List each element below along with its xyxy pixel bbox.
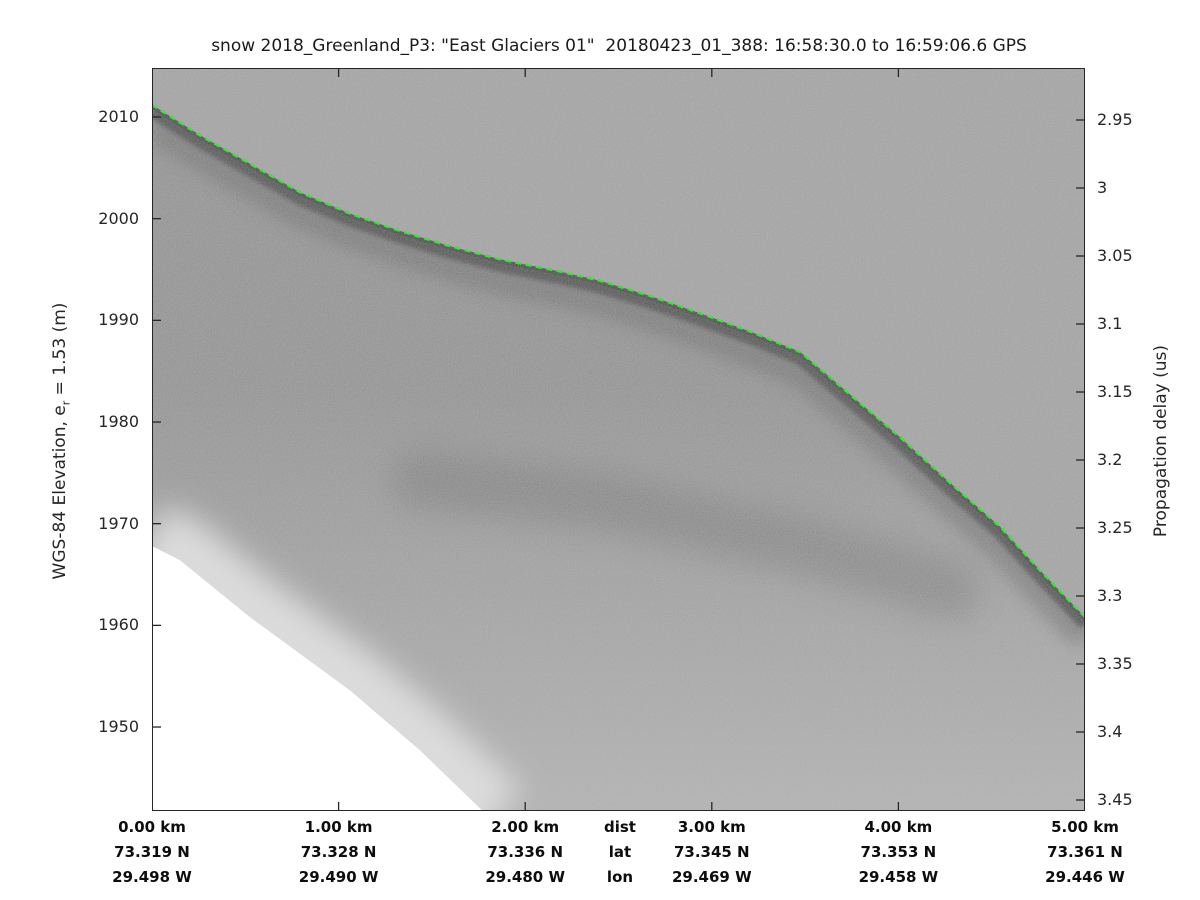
y-tick-label-delay: 3.05 [1097, 246, 1133, 265]
geo-row-headers-dist: dist [604, 818, 636, 836]
y-tick-label-delay: 3.2 [1097, 450, 1123, 469]
geo-row-headers: dist lat lon [555, 815, 685, 890]
geo-column-1: 1.00 km 73.328 N 29.490 W [274, 815, 404, 890]
y-tick-label-delay: 3.1 [1097, 314, 1123, 333]
geo-column-2: 2.00 km 73.336 N 29.480 W [460, 815, 590, 890]
geo-column-0: 0.00 km 73.319 N 29.498 W [87, 815, 217, 890]
y-tick-label-elevation: 1980 [98, 412, 139, 431]
left-axis-label: WGS-84 Elevation, er = 1.53 (m) [47, 141, 73, 741]
y-tick-label-delay: 3.35 [1097, 654, 1133, 673]
echogram-image [152, 68, 1085, 811]
geo-column-0-lon: 29.498 W [112, 868, 192, 886]
plot-title: snow 2018_Greenland_P3: "East Glaciers 0… [211, 36, 1027, 56]
geo-column-4-dist: 4.00 km [864, 818, 933, 836]
y-tick-label-elevation: 2000 [98, 208, 139, 228]
geo-column-3-lon: 29.469 W [671, 868, 752, 886]
right-axis-label: Propagation delay (us) [1151, 344, 1171, 538]
geo-column-2-lat: 73.336 N [487, 843, 564, 861]
geo-column-3: 3.00 km 73.345 N 29.469 W [647, 815, 777, 890]
geo-row-headers-lat: lat [608, 843, 632, 861]
geo-column-5-dist: 5.00 km [1051, 818, 1119, 836]
no-data-region [152, 546, 483, 811]
y-tick-label-elevation: 1960 [98, 615, 139, 635]
geo-column-2-lon: 29.480 W [485, 868, 566, 886]
geo-column-5-lon: 29.446 W [1045, 868, 1125, 886]
geo-column-4-lat: 73.353 N [860, 843, 937, 861]
geo-column-4-lon: 29.458 W [858, 868, 939, 886]
geo-column-2-dist: 2.00 km [491, 818, 560, 836]
y-tick-label-delay: 3.15 [1097, 382, 1133, 401]
y-tick-label-delay: 3.4 [1097, 722, 1123, 741]
geo-column-0-lat: 73.319 N [114, 843, 190, 861]
geo-column-1-dist: 1.00 km [304, 818, 373, 836]
surface-pick-line [152, 103, 1085, 619]
geo-column-3-lat: 73.345 N [673, 843, 750, 861]
geo-row-headers-lon: lon [606, 868, 634, 886]
geo-column-1-lon: 29.490 W [298, 868, 379, 886]
y-tick-label-delay: 2.95 [1097, 110, 1133, 129]
geo-column-0-dist: 0.00 km [118, 818, 186, 836]
y-tick-label-delay: 3.25 [1097, 518, 1133, 537]
y-tick-label-delay: 3.3 [1097, 586, 1123, 605]
y-tick-label-elevation: 2010 [98, 107, 139, 126]
y-tick-label-delay: 3.45 [1097, 790, 1133, 809]
y-tick-label-elevation: 1970 [98, 513, 139, 533]
geo-column-5: 5.00 km 73.361 N 29.446 W [1020, 815, 1150, 890]
y-tick-label-elevation: 1990 [98, 310, 139, 330]
geo-column-3-dist: 3.00 km [677, 818, 746, 836]
y-tick-label-elevation: 1950 [98, 717, 139, 737]
geo-column-5-lat: 73.361 N [1047, 843, 1123, 861]
geo-column-4: 4.00 km 73.353 N 29.458 W [833, 815, 963, 890]
axis-ticks [152, 69, 1085, 810]
geo-column-1-lat: 73.328 N [300, 843, 377, 861]
left-axis-label-subscript: r [59, 400, 73, 406]
y-tick-label-delay: 3 [1097, 178, 1108, 197]
